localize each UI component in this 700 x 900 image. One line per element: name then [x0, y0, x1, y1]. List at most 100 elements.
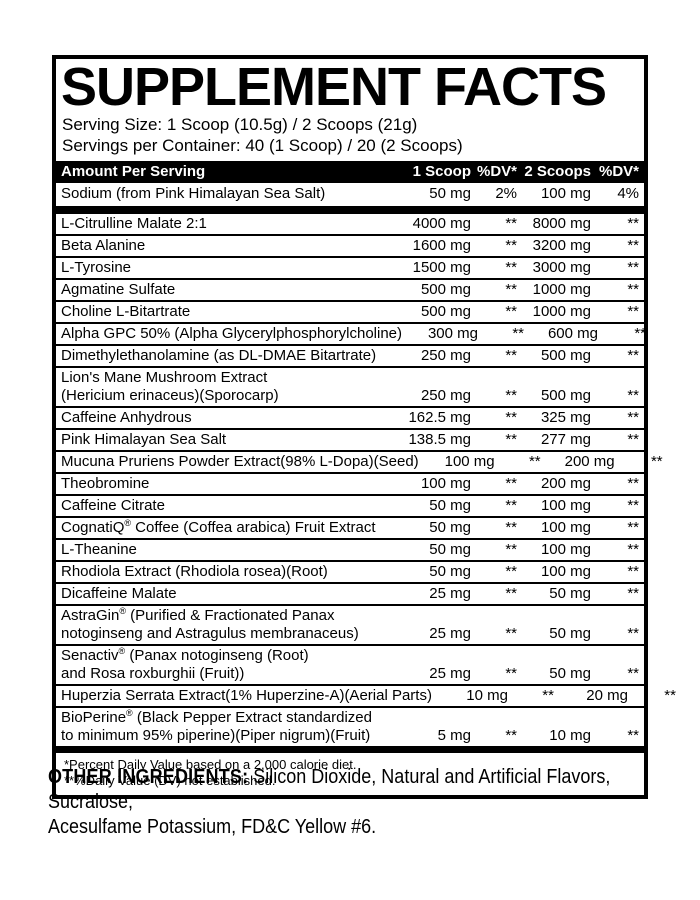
ingredient-dv-2scoops: ** [627, 409, 639, 426]
ingredient-dv-2scoops: ** [627, 347, 639, 364]
ingredient-amount-2scoops: 100 mg [540, 185, 591, 202]
ingredient-amount-2scoops: 8000 mg [532, 215, 591, 232]
ingredient-amount-1scoop: 25 mg [429, 625, 471, 642]
ingredient-dv-1scoop: ** [505, 347, 517, 364]
ingredient-dv-2scoops: ** [627, 475, 639, 492]
footnote-dv-not-established: **%Daily Value (DV) not established. [64, 773, 276, 788]
ingredient-row: Beta Alanine 1600 mg ** 3200 mg ** [56, 234, 644, 256]
ingredient-dv-1scoop: ** [505, 259, 517, 276]
ingredient-name: Dimethylethanolamine (as DL-DMAE Bitartr… [61, 347, 377, 364]
ingredient-dv-1scoop: ** [505, 541, 517, 558]
ingredient-row: Dimethylethanolamine (as DL-DMAE Bitartr… [56, 344, 644, 366]
ingredient-amount-1scoop: 100 mg [444, 453, 495, 470]
ingredient-name: Caffeine Citrate [61, 497, 165, 514]
ingredient-amount-2scoops: 100 mg [540, 541, 591, 558]
ingredient-amount-2scoops: 1000 mg [532, 281, 591, 298]
ingredient-dv-2scoops: ** [627, 727, 639, 744]
ingredient-amount-2scoops: 3200 mg [532, 237, 591, 254]
ingredient-row: Theobromine 100 mg ** 200 mg ** [56, 472, 644, 494]
ingredient-amount-1scoop: 4000 mg [412, 215, 471, 232]
ingredient-amount-2scoops: 10 mg [549, 727, 591, 744]
ingredient-amount-1scoop: 162.5 mg [408, 409, 471, 426]
ingredient-amount-2scoops: 500 mg [540, 387, 591, 404]
ingredient-amount-1scoop: 250 mg [420, 347, 471, 364]
ingredient-dv-1scoop: ** [505, 215, 517, 232]
ingredient-amount-1scoop: 10 mg [466, 687, 508, 704]
ingredient-amount-2scoops: 1000 mg [532, 303, 591, 320]
ingredient-row: Caffeine Citrate 50 mg ** 100 mg ** [56, 494, 644, 516]
ingredient-name: Huperzia Serrata Extract(1% Huperzine-A)… [61, 687, 432, 704]
ingredient-name: Agmatine Sulfate [61, 281, 176, 298]
ingredient-amount-1scoop: 1600 mg [412, 237, 471, 254]
footnote-percent-dv: *Percent Daily Value based on a 2,000 ca… [64, 757, 357, 772]
ingredient-dv-1scoop: ** [505, 237, 517, 254]
ingredient-dv-2scoops: ** [627, 431, 639, 448]
section-divider-bar [56, 206, 644, 214]
footnote-divider-bar [56, 746, 644, 753]
ingredient-amount-2scoops: 500 mg [540, 347, 591, 364]
ingredient-name: BioPerine® (Black Pepper Extract standar… [61, 708, 372, 745]
ingredient-row: Alpha GPC 50% (Alpha Glycerylphosphorylc… [56, 322, 646, 344]
ingredient-amount-1scoop: 500 mg [420, 303, 471, 320]
ingredient-dv-1scoop: ** [505, 585, 517, 602]
ingredient-dv-1scoop: ** [505, 409, 517, 426]
serving-size-line: Serving Size: 1 Scoop (10.5g) / 2 Scoops… [62, 115, 418, 134]
ingredient-name: Caffeine Anhydrous [61, 409, 192, 426]
other-ingredients-label: OTHER INGREDIENTS: [48, 766, 249, 788]
ingredient-name: Pink Himalayan Sea Salt [61, 431, 227, 448]
other-ingredients-text: Silicon Dioxide, Natural and Artificial … [48, 766, 611, 838]
ingredient-name: Choline L-Bitartrate [61, 303, 191, 320]
ingredient-dv-2scoops: ** [627, 259, 639, 276]
ingredient-row: Caffeine Anhydrous 162.5 mg ** 325 mg ** [56, 406, 644, 428]
ingredient-dv-2scoops: 4% [617, 185, 639, 202]
ingredient-row: Rhodiola Extract (Rhodiola rosea)(Root) … [56, 560, 644, 582]
header-1-scoop: 1 Scoop [412, 163, 471, 180]
ingredient-amount-1scoop: 50 mg [429, 563, 471, 580]
ingredient-amount-2scoops: 50 mg [549, 665, 591, 682]
ingredient-amount-1scoop: 300 mg [427, 325, 479, 342]
ingredient-amount-2scoops: 200 mg [540, 475, 591, 492]
ingredient-name: Theobromine [61, 475, 150, 492]
ingredient-amount-2scoops: 100 mg [540, 519, 591, 536]
ingredient-dv-1scoop: ** [528, 453, 541, 470]
ingredient-amount-1scoop: 1500 mg [412, 259, 471, 276]
ingredient-row: L-Theanine 50 mg ** 100 mg ** [56, 538, 644, 560]
ingredient-row: BioPerine® (Black Pepper Extract standar… [56, 706, 644, 746]
ingredient-amount-2scoops: 100 mg [540, 497, 591, 514]
ingredient-name: Beta Alanine [61, 237, 146, 254]
serving-info: Serving Size: 1 Scoop (10.5g) / 2 Scoops… [56, 111, 644, 161]
ingredient-name: Senactiv® (Panax notoginseng (Root) and … [61, 646, 309, 683]
ingredient-dv-2scoops: ** [627, 215, 639, 232]
other-ingredients: OTHER INGREDIENTS: Silicon Dioxide, Natu… [48, 765, 669, 840]
ingredient-dv-1scoop: ** [505, 475, 517, 492]
ingredient-amount-1scoop: 50 mg [429, 519, 471, 536]
ingredient-dv-1scoop: ** [505, 665, 517, 682]
ingredient-name: L-Theanine [61, 541, 137, 558]
ingredient-amount-1scoop: 100 mg [420, 475, 471, 492]
ingredient-dv-2scoops: ** [664, 687, 676, 704]
ingredient-row: Mucuna Pruriens Powder Extract(98% L-Dop… [56, 450, 663, 472]
ingredient-amount-2scoops: 277 mg [540, 431, 591, 448]
supplement-facts-panel: SUPPLEMENT FACTS Serving Size: 1 Scoop (… [52, 55, 676, 799]
sodium-row: Sodium (from Pink Himalayan Sea Salt) 50… [56, 183, 644, 206]
footnotes: *Percent Daily Value based on a 2,000 ca… [56, 753, 644, 795]
table-header-row: Amount Per Serving 1 Scoop %DV* 2 Scoops… [56, 161, 644, 183]
ingredient-dv-2scoops: ** [627, 303, 639, 320]
ingredient-amount-2scoops: 3000 mg [532, 259, 591, 276]
ingredient-dv-1scoop: ** [505, 519, 517, 536]
panel-title: SUPPLEMENT FACTS [61, 57, 607, 117]
ingredient-amount-2scoops: 50 mg [549, 585, 591, 602]
ingredient-row: Dicaffeine Malate 25 mg ** 50 mg ** [56, 582, 644, 604]
header-dv-2: %DV* [598, 163, 639, 180]
ingredient-dv-2scoops: ** [627, 625, 639, 642]
ingredient-dv-1scoop: ** [505, 497, 517, 514]
ingredient-name: L-Citrulline Malate 2:1 [61, 215, 207, 232]
ingredient-amount-1scoop: 5 mg [437, 727, 471, 744]
ingredient-name: Rhodiola Extract (Rhodiola rosea)(Root) [61, 563, 328, 580]
ingredient-dv-1scoop: ** [505, 303, 517, 320]
ingredient-name: AstraGin® (Purified & Fractionated Panax… [61, 606, 359, 643]
ingredient-dv-1scoop: ** [505, 727, 517, 744]
ingredient-name: Alpha GPC 50% (Alpha Glycerylphosphorylc… [61, 325, 403, 342]
ingredient-amount-2scoops: 50 mg [549, 625, 591, 642]
